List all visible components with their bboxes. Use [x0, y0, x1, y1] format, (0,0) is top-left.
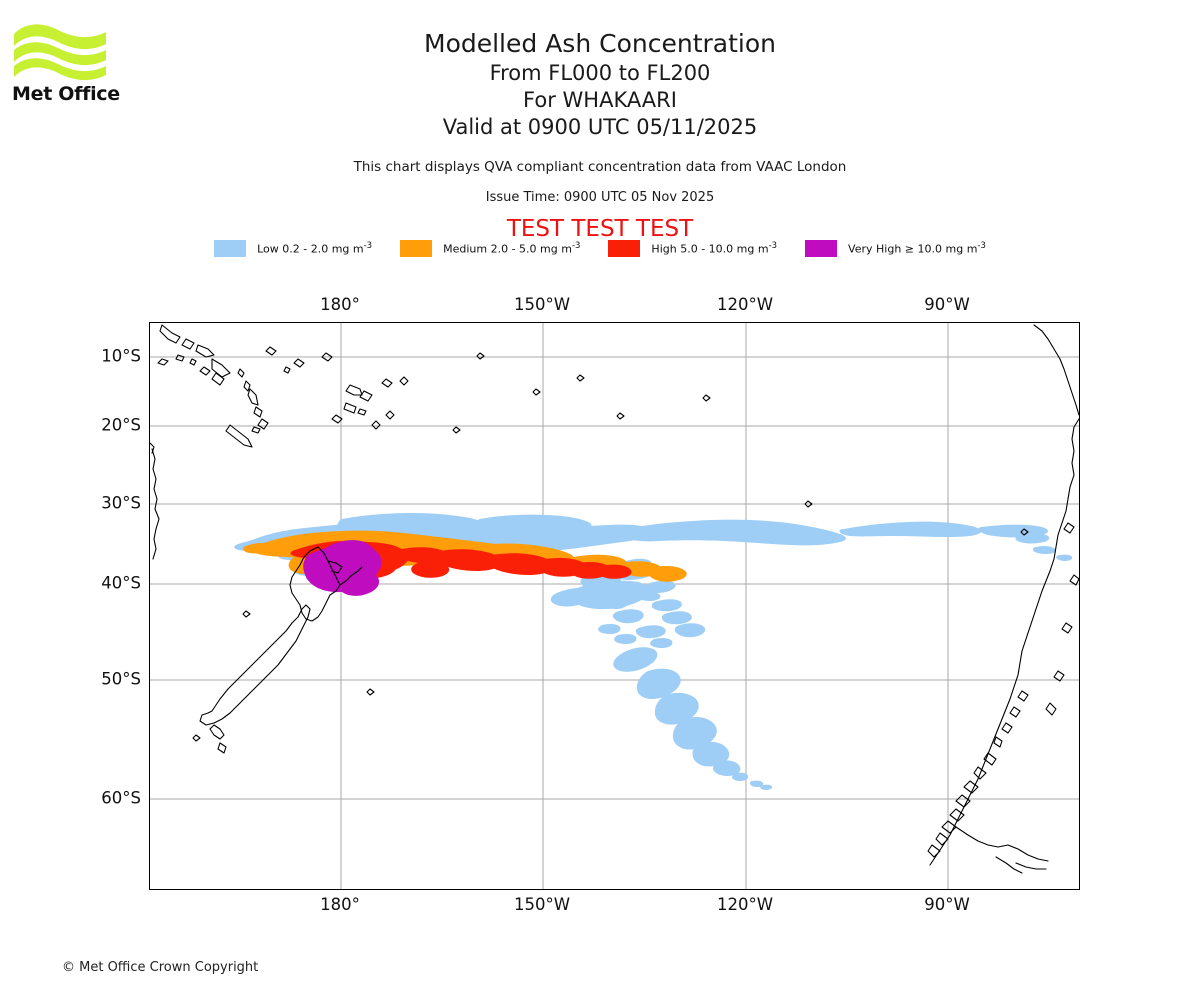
y-axis-tick-label: 50°S [101, 669, 141, 689]
legend-color-swatch [608, 240, 641, 257]
x-axis-tick-label-bottom: 180° [320, 895, 360, 914]
met-office-logo-text: Met Office [12, 83, 120, 105]
ash-contour-very-high [303, 540, 382, 596]
map-coastlines [150, 324, 1079, 874]
met-office-logo: Met Office [12, 20, 122, 115]
x-axis-tick-label-bottom: 90°W [924, 895, 970, 914]
legend-color-swatch [805, 240, 838, 257]
met-office-wave-icon [14, 24, 106, 81]
concentration-legend: Low 0.2 - 2.0 mg m-3 Medium 2.0 - 5.0 mg … [0, 240, 1200, 257]
chart-header: Modelled Ash Concentration From FL000 to… [0, 28, 1200, 243]
legend-label: Medium 2.0 - 5.0 mg m-3 [443, 241, 581, 256]
y-axis-tick-label: 30°S [101, 493, 141, 513]
legend-item: Very High ≥ 10.0 mg m-3 [805, 240, 986, 257]
x-axis-tick-label-top: 90°W [924, 295, 970, 314]
legend-label: High 5.0 - 10.0 mg m-3 [651, 241, 778, 256]
legend-label: Very High ≥ 10.0 mg m-3 [848, 241, 986, 256]
test-banner: TEST TEST TEST [506, 216, 694, 242]
x-axis-tick-label-bottom: 120°W [716, 895, 774, 914]
x-axis-tick-label-bottom: 150°W [513, 895, 571, 914]
legend-item: Medium 2.0 - 5.0 mg m-3 [400, 240, 580, 257]
copyright-notice: © Met Office Crown Copyright [62, 960, 259, 975]
y-axis-tick-label: 10°S [101, 346, 141, 366]
volcano-name: For WHAKAARI [523, 88, 677, 112]
qva-note: This chart displays QVA compliant concen… [353, 159, 847, 175]
x-axis-tick-label-top: 180° [320, 295, 360, 314]
legend-item: High 5.0 - 10.0 mg m-3 [608, 240, 777, 257]
legend-item: Low 0.2 - 2.0 mg m-3 [214, 240, 372, 257]
page-title: Modelled Ash Concentration [424, 29, 776, 58]
flight-level-range: From FL000 to FL200 [489, 61, 711, 85]
legend-label: Low 0.2 - 2.0 mg m-3 [257, 241, 373, 256]
legend-color-swatch [400, 240, 433, 257]
y-axis-tick-label: 40°S [101, 573, 141, 593]
valid-time: Valid at 0900 UTC 05/11/2025 [442, 115, 758, 139]
issue-time: Issue Time: 0900 UTC 05 Nov 2025 [485, 190, 715, 205]
x-axis-tick-label-top: 150°W [513, 295, 571, 314]
ash-concentration-map [149, 322, 1080, 890]
x-axis-tick-label-top: 120°W [716, 295, 774, 314]
map-gridlines [150, 323, 1079, 889]
y-axis-tick-label: 20°S [101, 415, 141, 435]
map-canvas [150, 323, 1079, 889]
legend-color-swatch [214, 240, 247, 257]
y-axis-tick-label: 60°S [101, 788, 141, 808]
